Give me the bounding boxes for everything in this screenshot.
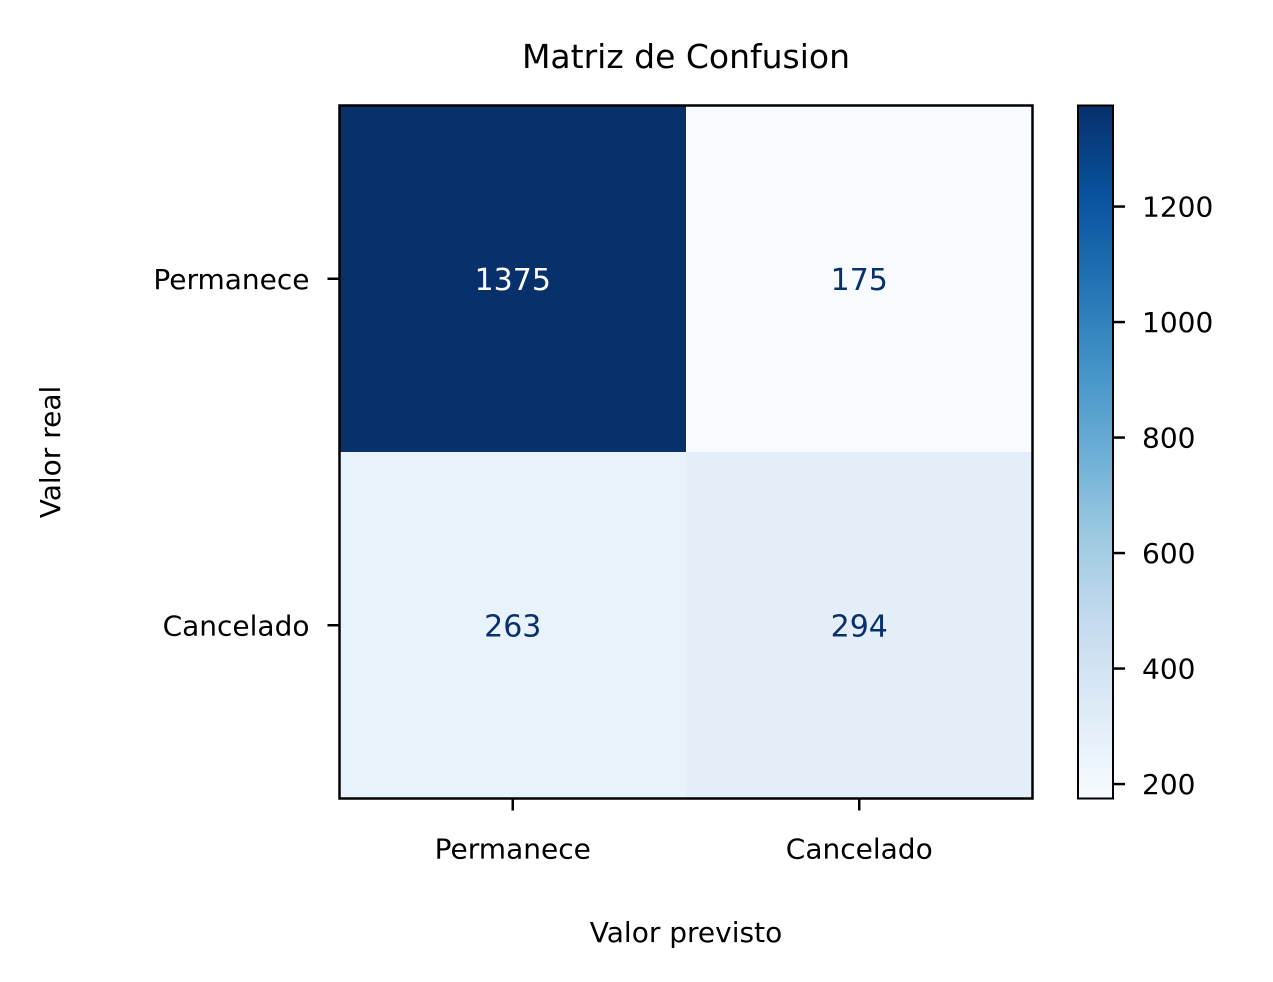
- heatmap-cell-labels: 1375 175 263 294: [475, 263, 888, 645]
- colorbar-tick-label: 200: [1142, 768, 1195, 801]
- heatmap-cells: [339, 105, 1033, 799]
- matrix-cell: [686, 452, 1033, 799]
- x-tick-label: Cancelado: [786, 833, 933, 866]
- colorbar-tick-label: 1200: [1142, 191, 1213, 224]
- colorbar-tick-label: 600: [1142, 537, 1195, 570]
- colorbar-ticks: 200 400 600 800 1000 1200: [1113, 191, 1213, 801]
- y-tick-label: Cancelado: [163, 609, 310, 642]
- plot-frame: [338, 104, 1034, 800]
- colorbar-tick-label: 1000: [1142, 306, 1213, 339]
- cell-value-label: 175: [831, 263, 888, 298]
- x-tick-label: Permanece: [435, 833, 591, 866]
- colorbar-tick-label: 400: [1142, 653, 1195, 686]
- colorbar: [1077, 104, 1114, 800]
- x-axis-label: Valor previsto: [590, 916, 782, 949]
- matrix-cell: [686, 105, 1033, 452]
- matrix-cell: [339, 105, 686, 452]
- x-axis-ticks: Permanece Cancelado: [435, 798, 933, 866]
- cell-value-label: 1375: [475, 263, 551, 298]
- cell-value-label: 294: [831, 609, 888, 644]
- cell-value-label: 263: [484, 609, 541, 644]
- y-tick-label: Permanece: [153, 263, 309, 296]
- y-axis-label: Valor real: [34, 386, 67, 519]
- matrix-cell: [339, 452, 686, 799]
- colorbar-tick-label: 800: [1142, 422, 1195, 455]
- chart-title: Matriz de Confusion: [522, 37, 850, 76]
- y-axis-ticks: Permanece Cancelado: [153, 263, 340, 642]
